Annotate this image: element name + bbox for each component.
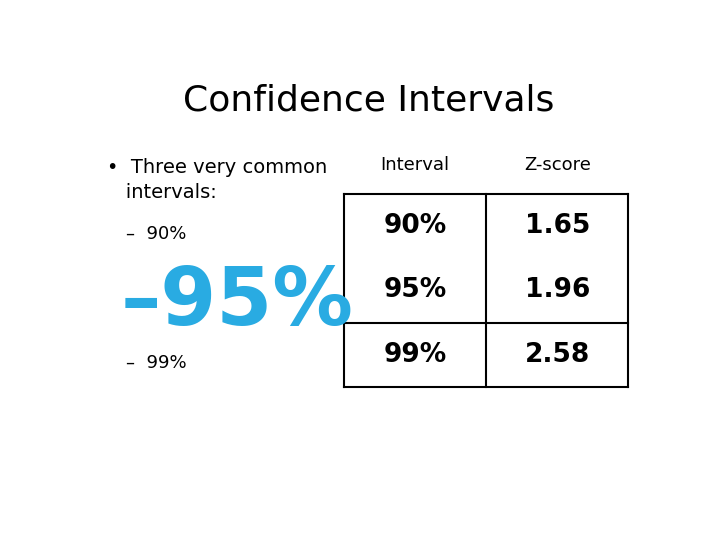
Text: 90%: 90%	[384, 213, 446, 239]
Text: 1.65: 1.65	[525, 213, 590, 239]
Text: –  99%: – 99%	[126, 354, 187, 372]
Text: –  90%: – 90%	[126, 225, 186, 243]
Text: 95%: 95%	[384, 278, 446, 303]
Text: Interval: Interval	[380, 156, 449, 174]
Text: 1.96: 1.96	[525, 278, 590, 303]
Text: •  Three very common
   intervals:: • Three very common intervals:	[107, 158, 327, 202]
Text: Z-score: Z-score	[524, 156, 591, 174]
Text: –95%: –95%	[121, 265, 354, 342]
Text: 99%: 99%	[384, 342, 446, 368]
Text: 2.58: 2.58	[525, 342, 590, 368]
Text: Confidence Intervals: Confidence Intervals	[184, 84, 554, 118]
